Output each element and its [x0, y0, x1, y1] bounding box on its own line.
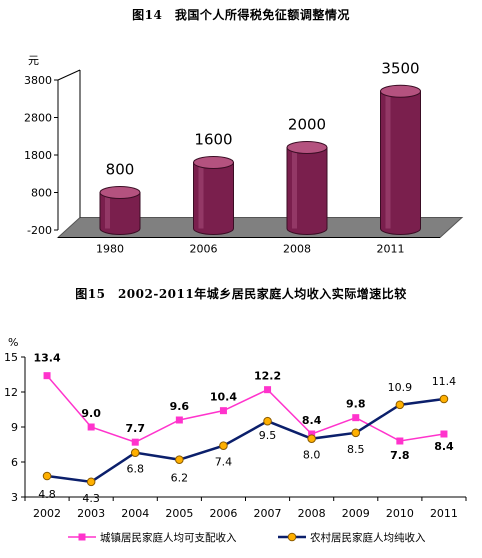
- top-edge-line: [57, 69, 81, 81]
- urban-point-marker: [352, 414, 360, 422]
- x-tick-label: 2010: [386, 507, 414, 520]
- bar-value-label: 1600: [194, 131, 232, 149]
- y-tick-label: 12: [4, 386, 18, 399]
- y-tick-label: -200: [27, 224, 52, 237]
- x-tick-label: 2011: [377, 243, 405, 256]
- rural-point-marker: [263, 416, 272, 426]
- urban-point-marker: [308, 430, 316, 438]
- rural-point-marker: [130, 448, 140, 457]
- rural-value-label: 6.2: [171, 472, 189, 485]
- bar-value-label: 3500: [381, 59, 419, 77]
- rural-value-label: 6.8: [127, 463, 145, 476]
- rural-point-marker: [351, 428, 361, 438]
- legend-rural-label: 农村居民家庭人均纯收入: [310, 531, 426, 544]
- x-tick-label: 2005: [165, 507, 193, 520]
- legend-urban-marker: [78, 533, 86, 541]
- bar-highlight: [105, 192, 110, 229]
- rural-value-label: 11.4: [432, 375, 457, 388]
- urban-point-marker: [396, 437, 404, 445]
- urban-value-label: 7.8: [390, 449, 410, 462]
- y-tick-label: 2800: [24, 112, 52, 125]
- x-tick-label: 2002: [33, 507, 61, 520]
- y-tick-label: 6: [11, 456, 18, 469]
- urban-point-marker: [440, 430, 448, 438]
- x-tick-label: 1980: [96, 243, 124, 256]
- urban-value-label: 9.8: [346, 398, 366, 411]
- x-tick-label: 2011: [430, 507, 458, 520]
- y-tick-label: 15: [4, 351, 18, 364]
- urban-point-marker: [219, 407, 227, 415]
- urban-value-label: 10.4: [210, 391, 237, 404]
- rural-value-label: 10.9: [388, 381, 413, 394]
- x-tick-label: 2007: [254, 507, 282, 520]
- legend-rural-marker: [287, 532, 297, 542]
- urban-point-marker: [264, 386, 272, 394]
- urban-value-label: 12.2: [254, 370, 281, 383]
- urban-value-label: 9.0: [81, 407, 101, 420]
- rural-point-marker: [86, 477, 96, 487]
- y-tick-label: 3: [11, 491, 18, 504]
- x-tick-label: 2009: [342, 507, 370, 520]
- figure14-title: 图14 我国个人所得税免征额调整情况: [132, 8, 350, 22]
- x-tick-label: 2003: [77, 507, 105, 520]
- urban-value-label: 7.7: [126, 422, 146, 435]
- rural-point-marker: [439, 394, 449, 404]
- series-line-urban: [46, 375, 445, 443]
- urban-value-label: 13.4: [33, 352, 60, 365]
- rural-value-label: 9.5: [259, 429, 277, 442]
- y-tick-label: 1800: [24, 149, 52, 162]
- rural-value-label: 8.0: [303, 449, 321, 462]
- rural-point-marker: [219, 441, 228, 450]
- bar-cylinder-top: [286, 141, 328, 154]
- x-tick-label: 2004: [121, 507, 149, 520]
- urban-point-marker: [131, 438, 139, 446]
- rural-value-label: 4.8: [38, 488, 56, 501]
- y-axis-unit-label: 元: [28, 54, 39, 67]
- bar-value-label: 2000: [288, 116, 326, 134]
- bar-cylinder-top: [193, 156, 234, 169]
- urban-point-marker: [87, 423, 95, 431]
- chart-tax-threshold: 元 -200 800 1800 2800 3800 800 1980 1600 2006 2000 2…: [24, 54, 464, 256]
- series-line-rural: [46, 397, 445, 484]
- figure15-title: 图15 2002-2011年城乡居民家庭人均收入实际增速比较: [75, 287, 407, 301]
- urban-point-marker: [43, 372, 51, 380]
- urban-point-marker: [175, 416, 183, 424]
- bar-highlight: [385, 91, 391, 229]
- urban-value-label: 8.4: [434, 440, 454, 453]
- rural-value-label: 7.4: [215, 456, 233, 469]
- x-tick-label: 2006: [209, 507, 237, 520]
- x-tick-label: 2006: [190, 243, 218, 256]
- x-tick-label: 2008: [298, 507, 326, 520]
- y-axis-unit-label: %: [8, 336, 18, 349]
- urban-value-label: 9.6: [170, 400, 190, 413]
- y-tick-label: 3800: [24, 74, 52, 87]
- rural-point-marker: [42, 471, 52, 481]
- bar-cylinder-top: [99, 186, 141, 199]
- bar-highlight: [292, 147, 297, 229]
- rural-point-marker: [175, 455, 184, 464]
- rural-value-label: 4.3: [82, 492, 100, 505]
- bar-highlight: [198, 162, 204, 229]
- rural-point-marker: [307, 434, 316, 443]
- rural-value-label: 8.5: [347, 443, 365, 456]
- urban-value-label: 8.4: [302, 414, 322, 427]
- y-tick-label: 800: [31, 187, 52, 200]
- rural-point-marker: [395, 400, 405, 410]
- legend-urban-label: 城镇居民家庭人均可支配收入: [100, 531, 237, 544]
- x-tick-label: 2008: [283, 243, 311, 256]
- y-tick-label: 9: [11, 421, 18, 434]
- bar-value-label: 800: [106, 161, 135, 179]
- bar-cylinder-top: [380, 84, 421, 98]
